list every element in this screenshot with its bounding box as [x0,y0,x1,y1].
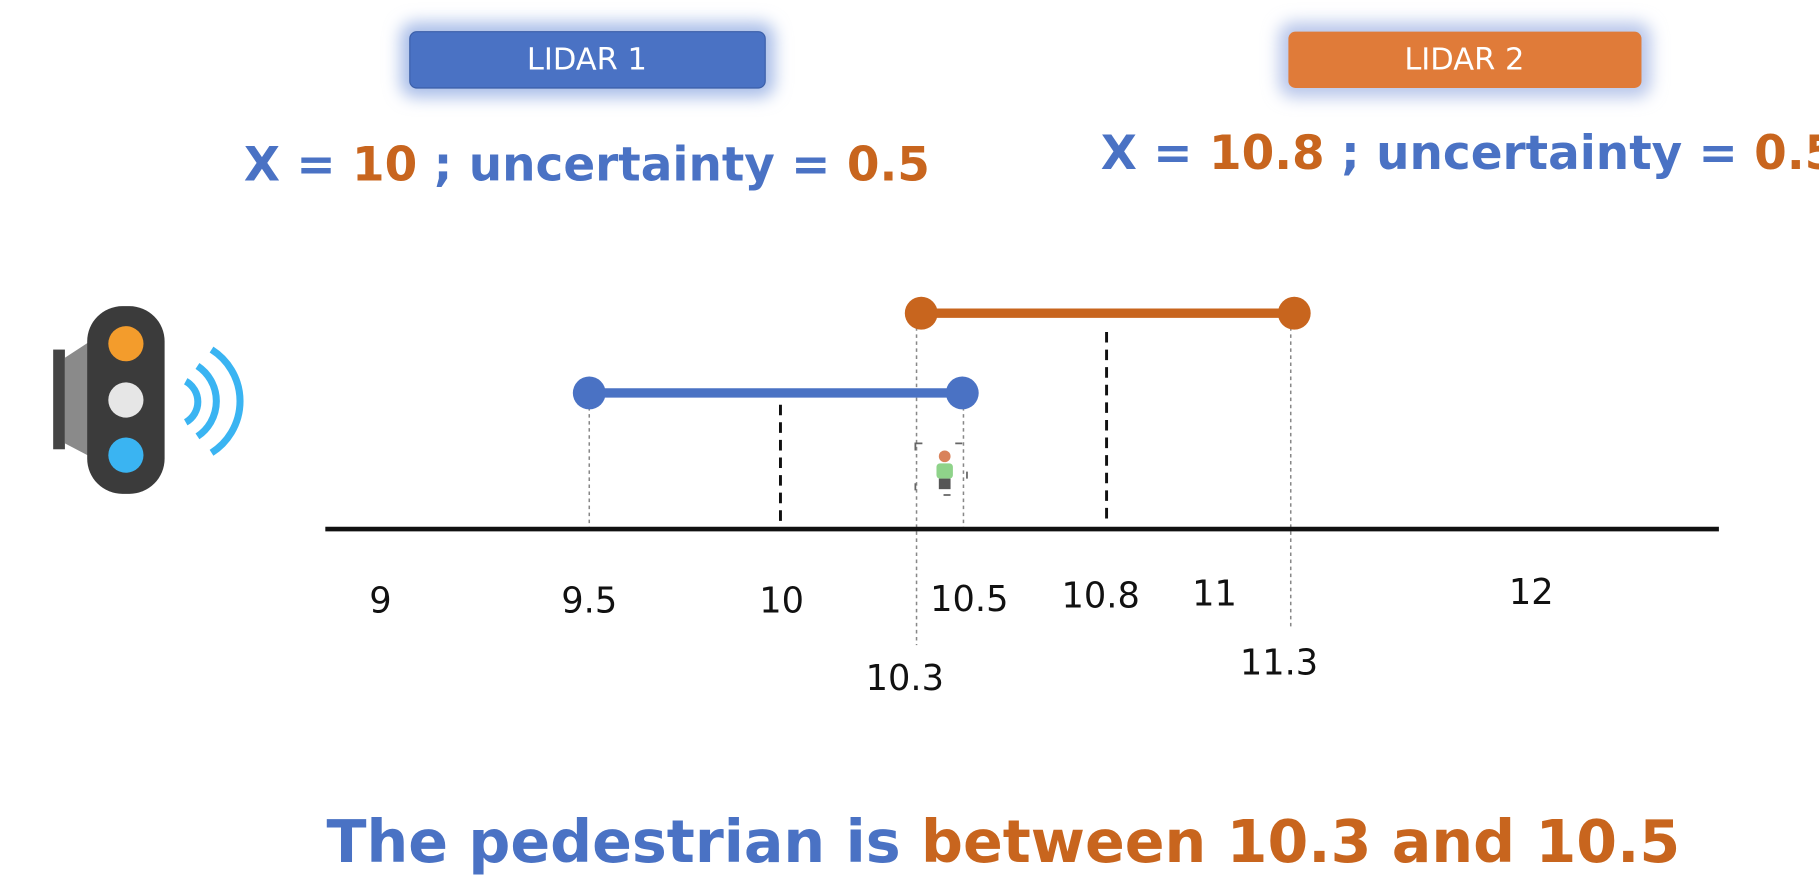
conclusion-range: between 10.3 and 10.5 [921,808,1680,876]
pedestrian-icon [914,442,968,496]
axis-label: 10.8 [1062,576,1140,617]
axis-label: 9.5 [561,580,617,621]
lidar-1-reading: X = 10 ; uncertainty = 0.5 [244,138,930,193]
lidar-2-reading: X = 10.8 ; uncertainty = 0.5 [1101,126,1819,181]
axis-label: 12 [1509,572,1554,613]
lidar-2-label: LIDAR 2 [1404,42,1524,77]
middle: ; uncertainty = [1341,126,1738,181]
conclusion: The pedestrian is between 10.3 and 10.5 [326,808,1680,876]
axis-label: 9 [369,580,391,621]
endpoint [572,376,606,410]
lidar-2-box [1288,31,1642,88]
axis-label: 10.5 [930,579,1008,620]
uncertainty: 0.5 [1754,126,1819,181]
x-value: 10.8 [1209,126,1325,181]
guides [588,313,1292,646]
conclusion-lead: The pedestrian is [326,808,900,876]
endpoint [945,376,979,410]
prefix: X = [244,138,336,193]
lower-label: 10.3 [866,658,944,699]
axis-label: 11 [1192,573,1237,614]
lidar-1-label: LIDAR 1 [527,42,647,77]
uncertainty: 0.5 [847,138,930,193]
middle: ; uncertainty = [434,138,831,193]
prefix: X = [1101,126,1193,181]
lidar-1-box [409,31,766,89]
lower-label: 11.3 [1240,643,1318,684]
axis-label: 10 [759,580,804,621]
means [778,331,1109,528]
sensor-icon [53,306,244,494]
endpoint [1277,296,1311,330]
endpoint [904,296,938,330]
x-value: 10 [352,138,417,193]
